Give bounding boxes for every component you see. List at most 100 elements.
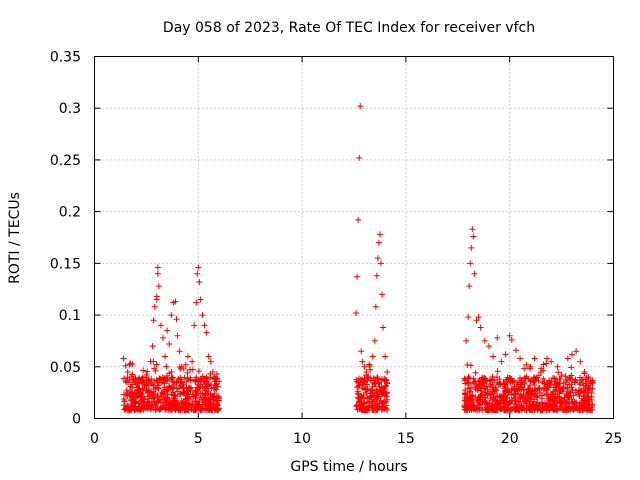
band-point [192, 389, 199, 396]
data-point [371, 337, 378, 344]
band-point [575, 391, 582, 398]
band-point [213, 401, 220, 408]
data-point [382, 353, 389, 360]
data-point [195, 264, 202, 271]
band-point [577, 374, 584, 381]
band-point [464, 362, 471, 369]
band-point [379, 376, 386, 383]
band-point [490, 406, 497, 413]
data-point [180, 365, 187, 372]
band-point [490, 384, 497, 391]
band-point [360, 400, 367, 407]
band-point [501, 380, 508, 387]
plot-frame [94, 56, 614, 419]
band-point [578, 377, 585, 384]
band-point [515, 385, 522, 392]
data-point [149, 343, 156, 350]
band-point [185, 394, 192, 401]
band-point [166, 396, 173, 403]
band-point [481, 398, 488, 405]
band-point [531, 388, 538, 395]
data-point [199, 312, 206, 319]
data-point [373, 272, 380, 279]
band-point [463, 393, 470, 400]
data-points [120, 103, 596, 393]
band-point [149, 381, 156, 388]
data-point [153, 293, 160, 300]
band-point [500, 403, 507, 410]
y-tick-label: 0.15 [50, 256, 81, 272]
grid-lines [94, 56, 614, 419]
data-point [466, 283, 473, 290]
x-tick-label: 20 [501, 431, 519, 447]
band-point [512, 397, 519, 404]
data-point [467, 260, 474, 267]
data-point [207, 358, 214, 365]
band-point [205, 395, 212, 402]
band-point [562, 373, 569, 380]
band-point [493, 393, 500, 400]
band-point [535, 385, 542, 392]
data-point [186, 366, 193, 373]
band-point [521, 365, 528, 372]
band-point [529, 401, 536, 408]
band-point [552, 398, 559, 405]
band-point [362, 405, 369, 412]
data-point [128, 373, 135, 380]
band-point [145, 393, 152, 400]
data-point [508, 336, 515, 343]
band-point [493, 374, 500, 381]
band-point [518, 381, 525, 388]
y-tick-label: 0.25 [50, 153, 81, 169]
data-point [502, 351, 509, 358]
band-point [172, 393, 179, 400]
band-point [535, 377, 542, 384]
band-point [121, 398, 128, 405]
band-point [138, 397, 145, 404]
band-point [476, 384, 483, 391]
band-point [199, 383, 206, 390]
band-point [181, 374, 188, 381]
band-point [144, 368, 151, 375]
data-point [473, 317, 480, 324]
band-point [355, 375, 362, 382]
band-point [152, 403, 159, 410]
y-axis-title: ROTI / TECUs [7, 192, 23, 284]
band-point [546, 381, 553, 388]
band-point [523, 407, 530, 414]
data-point [359, 358, 366, 365]
band-point [507, 375, 514, 382]
band-point [184, 406, 191, 413]
band-point [173, 379, 180, 386]
data-point [363, 368, 370, 375]
data-point [211, 376, 218, 383]
band-point [579, 407, 586, 414]
data-point [196, 278, 203, 285]
band-point [358, 404, 365, 411]
data-point [357, 103, 364, 110]
data-point [380, 324, 387, 331]
band-point [211, 394, 218, 401]
chart-title: Day 058 of 2023, Rate Of TEC Index for r… [163, 20, 535, 36]
band-point [476, 378, 483, 385]
data-point [481, 337, 488, 344]
band-point [540, 375, 547, 382]
band-point [374, 389, 381, 396]
band-point [166, 370, 173, 377]
x-axis-title: GPS time / hours [290, 459, 407, 475]
band-point [523, 391, 530, 398]
data-point [589, 379, 596, 386]
data-point [527, 363, 534, 370]
band-point [184, 375, 191, 382]
data-point [379, 291, 386, 298]
band-point [176, 384, 183, 391]
band-point [577, 381, 584, 388]
data-point [135, 386, 142, 393]
data-point [143, 372, 150, 379]
band-point [534, 393, 541, 400]
band-point [560, 397, 567, 404]
band-point [536, 386, 543, 393]
band-point [373, 406, 380, 413]
band-point [521, 380, 528, 387]
data-point [374, 255, 381, 262]
